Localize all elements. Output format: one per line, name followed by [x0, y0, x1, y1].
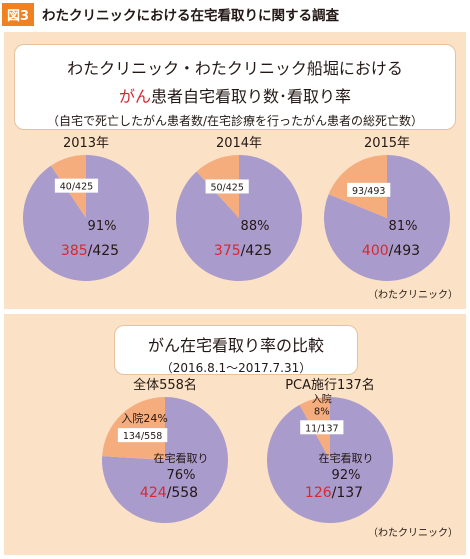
pie-4-title: 全体558名 — [133, 377, 197, 393]
top-title-line1: わたクリニック・わたクリニック船堀における — [67, 59, 403, 78]
pie-3-home-fraction: 400/493 — [362, 243, 420, 259]
pie-2-fraction-box — [205, 179, 249, 194]
pie-3-title: 2015年 — [364, 136, 410, 151]
figure-header: 図3 わたクリニックにおける在宅看取りに関する調査 — [0, 0, 470, 28]
pie-5-fraction-box — [300, 420, 344, 435]
pie-3-home-count: 400 — [362, 243, 389, 259]
pie-4-home-total: /558 — [167, 485, 198, 501]
top-title-line3: （自宅で死亡したがん患者数/在宅診療を行ったがん患者の総死亡数） — [46, 114, 424, 128]
pie-5-hospital-fraction: 11/137 — [305, 423, 338, 434]
pie-2-title: 2014年 — [216, 136, 262, 151]
top-source-note: （わたクリニック） — [368, 289, 458, 301]
bottom-title-line2: （2016.8.1～2017.7.31） — [160, 361, 312, 375]
pie-4-fraction-box — [117, 428, 168, 443]
pie-5-home-count: 126 — [305, 485, 332, 501]
pie-2-home-fraction: 375/425 — [214, 243, 272, 259]
pie-3-home-total: /493 — [389, 243, 420, 259]
pie-1-title: 2013年 — [63, 136, 109, 151]
bottom-panel: がん在宅看取り率の比較 （2016.8.1～2017.7.31） — [4, 314, 466, 555]
pie-5-home-total: /137 — [332, 485, 363, 501]
bottom-title-line1: がん在宅看取り率の比較 — [147, 336, 324, 355]
pie-3-hospital-fraction: 93/493 — [352, 186, 385, 197]
pie-1-home-percent: 91% — [88, 219, 117, 234]
pie-1-home-count: 385 — [61, 243, 88, 259]
pie-4-home-fraction: 424/558 — [140, 485, 198, 501]
pie-3-fraction-box — [347, 182, 391, 197]
pie-4-home-count: 424 — [140, 485, 167, 501]
pie-3-home-percent: 81% — [389, 219, 418, 234]
pie-2-home-total: /425 — [241, 243, 272, 259]
pie-3-home-slice — [324, 155, 450, 282]
figure-title: わたクリニックにおける在宅看取りに関する調査 — [42, 8, 340, 24]
pie-1-hospital-fraction: 40/425 — [60, 182, 93, 193]
bottom-title-box: がん在宅看取り率の比較 （2016.8.1～2017.7.31） — [114, 325, 358, 375]
pie-2-home-percent: 88% — [241, 219, 270, 234]
pie-5-title: PCA施行137名 — [285, 377, 375, 393]
bottom-source-note: （わたクリニック） — [368, 527, 458, 539]
top-title-accent: がん — [118, 87, 151, 106]
pie-4-home-label: 在宅看取り — [154, 451, 209, 465]
pie-4-home-percent: 76% — [167, 468, 196, 483]
pie-1-home-slice — [23, 155, 150, 281]
pie-4-hospital-fraction: 134/558 — [123, 431, 162, 442]
pie-2-hospital-fraction: 50/425 — [210, 182, 243, 193]
top-title-line2: がん患者自宅看取り数･看取り率 — [15, 83, 455, 107]
pie-5-home-percent: 92% — [332, 468, 361, 483]
top-title-box: わたクリニック・わたクリニック船堀における がん患者自宅看取り数･看取り率 （自… — [14, 44, 456, 130]
pie-2-home-slice — [176, 155, 303, 282]
pie-2-home-count: 375 — [214, 243, 241, 259]
pie-1-home-total: /425 — [88, 243, 119, 259]
pie-5-hospital-label: 入院 — [312, 392, 332, 405]
pie-5-hospital-sublabel: 8% — [314, 406, 330, 417]
pie-5-home-fraction: 126/137 — [305, 485, 363, 501]
pie-5-home-label: 在宅看取り — [319, 451, 374, 465]
pie-1-fraction-box — [54, 178, 99, 193]
figure-badge: 図3 — [2, 2, 35, 26]
top-title-rest: 患者自宅看取り数･看取り率 — [151, 87, 352, 106]
pie-4-hospital-label: 入院24% — [121, 411, 167, 425]
pie-1-home-fraction: 385/425 — [61, 243, 119, 259]
